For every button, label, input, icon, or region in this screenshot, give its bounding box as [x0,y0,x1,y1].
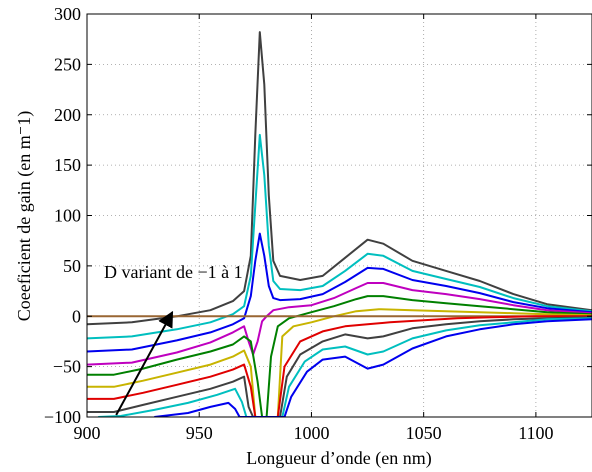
x-axis-label: Longueur d’onde (en nm) [246,448,431,469]
series-line-8 [87,315,592,417]
y-tick-label: 100 [54,206,81,226]
y-tick-label: 300 [54,4,81,24]
y-tick-label: −50 [53,357,81,377]
y-tick-label: 50 [63,256,81,276]
series-line-11 [154,318,592,417]
series-layer [87,31,592,417]
annotation-text: D variant de −1 à 1 [104,262,243,282]
annotation-arrow [115,310,174,416]
ticks: 900 950 1000 1050 1100 −100 −50 0 50 100 150 200 250… [44,4,592,443]
annotation: D variant de −1 à 1 [104,262,243,416]
series-line-5 [87,295,592,417]
series-line-9 [87,316,592,417]
x-tick-label: 1000 [293,423,329,443]
series-line-3 [87,232,592,353]
y-tick-label: 250 [54,54,81,74]
series-line-4 [87,282,592,366]
y-tick-label: −100 [44,407,81,427]
x-tick-label: 950 [186,423,213,443]
y-axis-label: Coeeficient de gain (en m⁻1) [14,111,35,321]
x-tick-label: 1100 [518,423,553,443]
y-tick-label: 200 [54,105,81,125]
x-tick-label: 900 [74,423,101,443]
series-line-1 [87,31,592,326]
y-tick-label: 150 [54,155,81,175]
y-tick-label: 0 [72,306,81,326]
x-tick-label: 1050 [406,423,442,443]
series-line-10 [98,317,592,417]
series-line-6 [87,308,592,417]
